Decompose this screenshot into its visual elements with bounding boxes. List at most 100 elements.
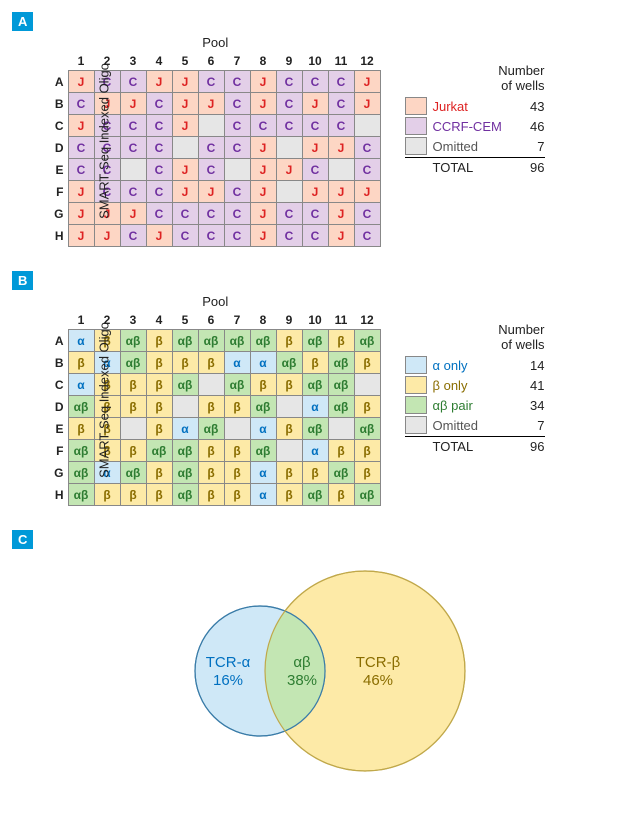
grid-cell: β [146,462,172,484]
legend-swatch [405,137,427,155]
row-header: F [50,440,68,462]
grid-cell: C [198,225,224,247]
legend-label: Omitted [433,139,503,154]
grid-cell: β [94,484,120,506]
grid-cell: β [224,396,250,418]
grid-cell: J [302,93,328,115]
grid-cell: J [302,181,328,203]
grid-cell: J [250,225,276,247]
panel-c: C TCR-α16%αβ38%TCR-β46% [12,530,608,781]
grid-cell: C [302,115,328,137]
grid-cell: α [172,418,198,440]
grid-cell: β [354,440,380,462]
grid-cell: αβ [328,374,354,396]
grid-cell: J [172,93,198,115]
grid-cell: αβ [68,484,94,506]
grid-cell: β [276,330,302,352]
grid-cell: J [354,181,380,203]
grid-cell: αβ [302,484,328,506]
grid-cell: C [68,137,94,159]
grid-cell: C [354,225,380,247]
grid-cell: αβ [328,352,354,374]
grid-cell: β [328,440,354,462]
grid-cell: αβ [224,330,250,352]
legend-swatch [405,97,427,115]
legend-count: 46 [515,119,545,134]
col-header: 8 [250,52,276,71]
grid-cell: C [276,225,302,247]
grid-cell: β [120,440,146,462]
total-label: TOTAL [433,160,503,175]
total-count: 96 [515,160,545,175]
legend-swatch [405,396,427,414]
grid-cell: β [146,418,172,440]
panel-a-xlabel: Pool [50,35,381,50]
grid-cell: αβ [120,352,146,374]
grid-cell: β [146,484,172,506]
grid-cell: β [354,352,380,374]
legend-count: 43 [515,99,545,114]
grid-cell: αβ [328,462,354,484]
grid-cell: C [198,159,224,181]
grid-cell: α [224,352,250,374]
grid-cell: C [276,71,302,93]
row-header: B [50,352,68,374]
grid-cell [354,374,380,396]
grid-cell [276,396,302,418]
grid-cell: β [354,396,380,418]
panel-c-tag: C [12,530,33,549]
grid-cell: β [120,374,146,396]
grid-cell: β [198,462,224,484]
legend-label: αβ pair [433,398,503,413]
panel-a-legend: Number of wells Jurkat43CCRF-CEM46Omitte… [405,63,545,177]
legend-swatch [405,376,427,394]
grid-cell: C [328,115,354,137]
panel-b-ylabel: SMART-Seq Indexed Oligo [96,322,111,478]
grid-cell: αβ [354,484,380,506]
grid-cell: C [302,225,328,247]
panel-a-ylabel: SMART-Seq Indexed Oligo [96,63,111,219]
legend-row: Omitted7 [405,416,545,434]
grid-cell: αβ [328,396,354,418]
row-header: H [50,484,68,506]
grid-cell: αβ [302,418,328,440]
grid-cell: J [120,93,146,115]
grid-cell [328,159,354,181]
grid-cell: β [120,396,146,418]
grid-cell: C [224,137,250,159]
grid-cell: C [146,93,172,115]
row-header: D [50,396,68,418]
grid-cell: β [354,462,380,484]
grid-cell [328,418,354,440]
grid-cell: J [198,93,224,115]
venn-diagram: TCR-α16%αβ38%TCR-β46% [130,561,490,781]
panel-b-legend: Number of wells α only14β only41αβ pair3… [405,322,545,456]
grid-cell: αβ [302,330,328,352]
row-header: C [50,115,68,137]
grid-cell: C [146,159,172,181]
row-header: F [50,181,68,203]
grid-cell: αβ [120,330,146,352]
grid-cell: J [302,137,328,159]
grid-cell: C [302,159,328,181]
grid-cell: β [276,374,302,396]
legend-row: α only14 [405,356,545,374]
legend-count: 7 [515,139,545,154]
row-header: C [50,374,68,396]
col-header: 11 [328,311,354,330]
grid-cell: J [146,225,172,247]
grid-cell: α [250,418,276,440]
grid-cell: C [146,181,172,203]
grid-cell: J [250,137,276,159]
col-header: 9 [276,52,302,71]
panel-a-grid-area: Pool SMART-Seq Indexed Oligo 12345678910… [50,35,381,247]
grid-cell: β [146,374,172,396]
grid-cell: β [224,462,250,484]
grid-cell: β [198,396,224,418]
grid-cell: C [198,203,224,225]
grid-cell: C [250,115,276,137]
grid-cell: J [328,225,354,247]
legend-row: β only41 [405,376,545,394]
legend-row: Omitted 7 [405,137,545,155]
grid-cell: αβ [302,374,328,396]
